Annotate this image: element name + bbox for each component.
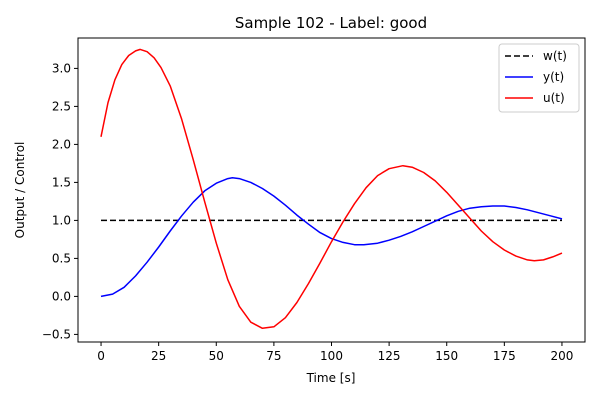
legend-label-1: y(t) [543,70,564,84]
y-axis: −0.5 0.0 0.5 1.0 1.5 2.0 2.5 3.0 [42,61,78,341]
y-tick-label: 3.0 [52,61,71,75]
x-axis: 0 25 50 75 100 125 150 175 200 [97,342,573,363]
y-tick-label: 2.0 [52,137,71,151]
y-axis-label: Output / Control [13,142,27,239]
x-tick-label: 200 [551,349,574,363]
y-tick-label: 0.0 [52,289,71,303]
y-tick-label: 2.5 [52,99,71,113]
x-tick-label: 0 [97,349,105,363]
x-tick-label: 50 [209,349,224,363]
series-lines [100,48,563,330]
x-tick-label: 25 [151,349,166,363]
plot-area: 0 25 50 75 100 125 150 175 200 −0.5 0.0 0.5 1.0 1.5 2… [42,37,586,363]
x-tick-label: 125 [378,349,401,363]
legend-label-0: w(t) [543,49,567,63]
chart-title: Sample 102 - Label: good [235,14,427,32]
x-tick-label: 100 [320,349,343,363]
y-tick-label: 1.5 [52,175,71,189]
x-tick-label: 75 [266,349,281,363]
y-tick-label: 0.5 [52,251,71,265]
y-tick-label: −0.5 [42,327,71,341]
legend: w(t) y(t) u(t) [498,43,580,113]
y-tick-label: 1.0 [52,213,71,227]
x-tick-label: 150 [435,349,458,363]
legend-box [498,43,580,113]
legend-label-2: u(t) [543,91,565,105]
x-axis-label: Time [s] [306,371,356,385]
series-line-2 [100,48,563,330]
x-tick-label: 175 [493,349,516,363]
series-line-1 [100,177,563,298]
